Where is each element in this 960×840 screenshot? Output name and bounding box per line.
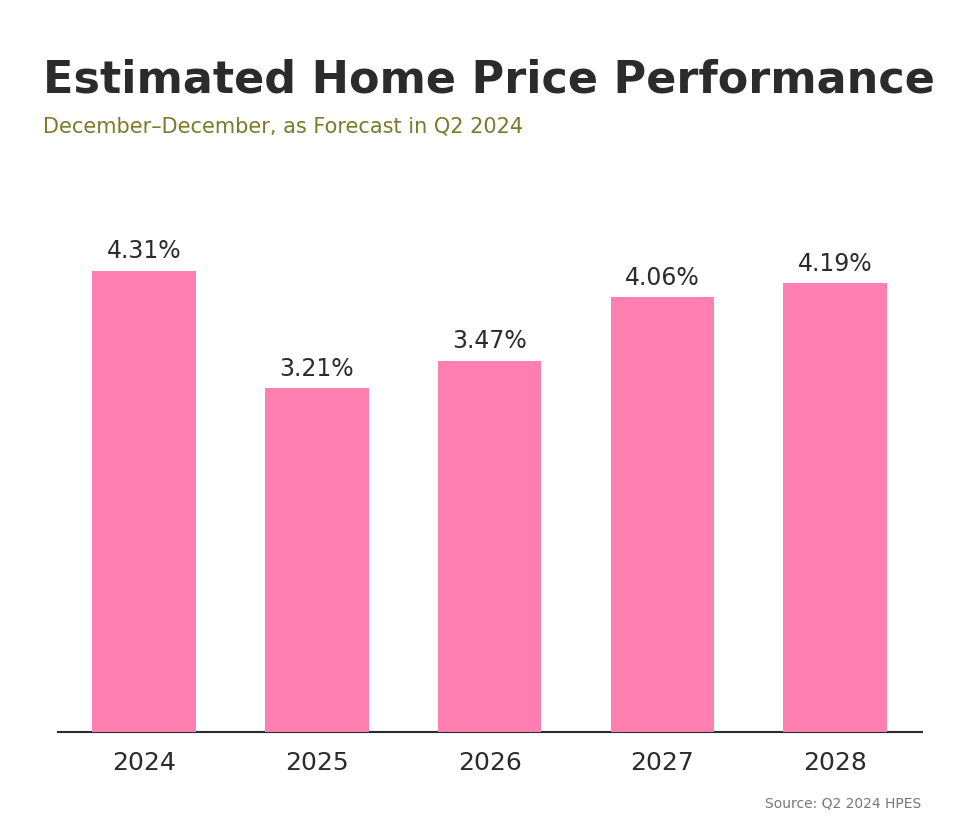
Bar <box>438 360 541 732</box>
Text: Estimated Home Price Performance: Estimated Home Price Performance <box>43 58 935 102</box>
Bar <box>265 388 369 732</box>
Text: McT Real Estate Group: McT Real Estate Group <box>130 763 415 783</box>
Text: R: R <box>853 771 884 810</box>
FancyBboxPatch shape <box>5 746 101 835</box>
Text: Big Block Realty, Inc: Big Block Realty, Inc <box>130 801 385 821</box>
Text: 619-736-7003: 619-736-7003 <box>499 763 673 783</box>
Text: 4.06%: 4.06% <box>625 266 700 290</box>
Text: mctrealestategroup.com: mctrealestategroup.com <box>499 801 790 821</box>
Bar <box>92 270 196 732</box>
Text: 3.47%: 3.47% <box>452 329 527 353</box>
Text: ⌂: ⌂ <box>745 769 772 811</box>
Text: 3.21%: 3.21% <box>279 357 354 381</box>
Text: 4.31%: 4.31% <box>107 239 181 263</box>
Text: 4.19%: 4.19% <box>798 252 873 276</box>
Text: December–December, as Forecast in Q2 2024: December–December, as Forecast in Q2 202… <box>43 116 523 136</box>
Bar <box>611 297 714 732</box>
Text: Source: Q2 2024 HPES: Source: Q2 2024 HPES <box>765 796 922 811</box>
Bar <box>783 283 887 732</box>
